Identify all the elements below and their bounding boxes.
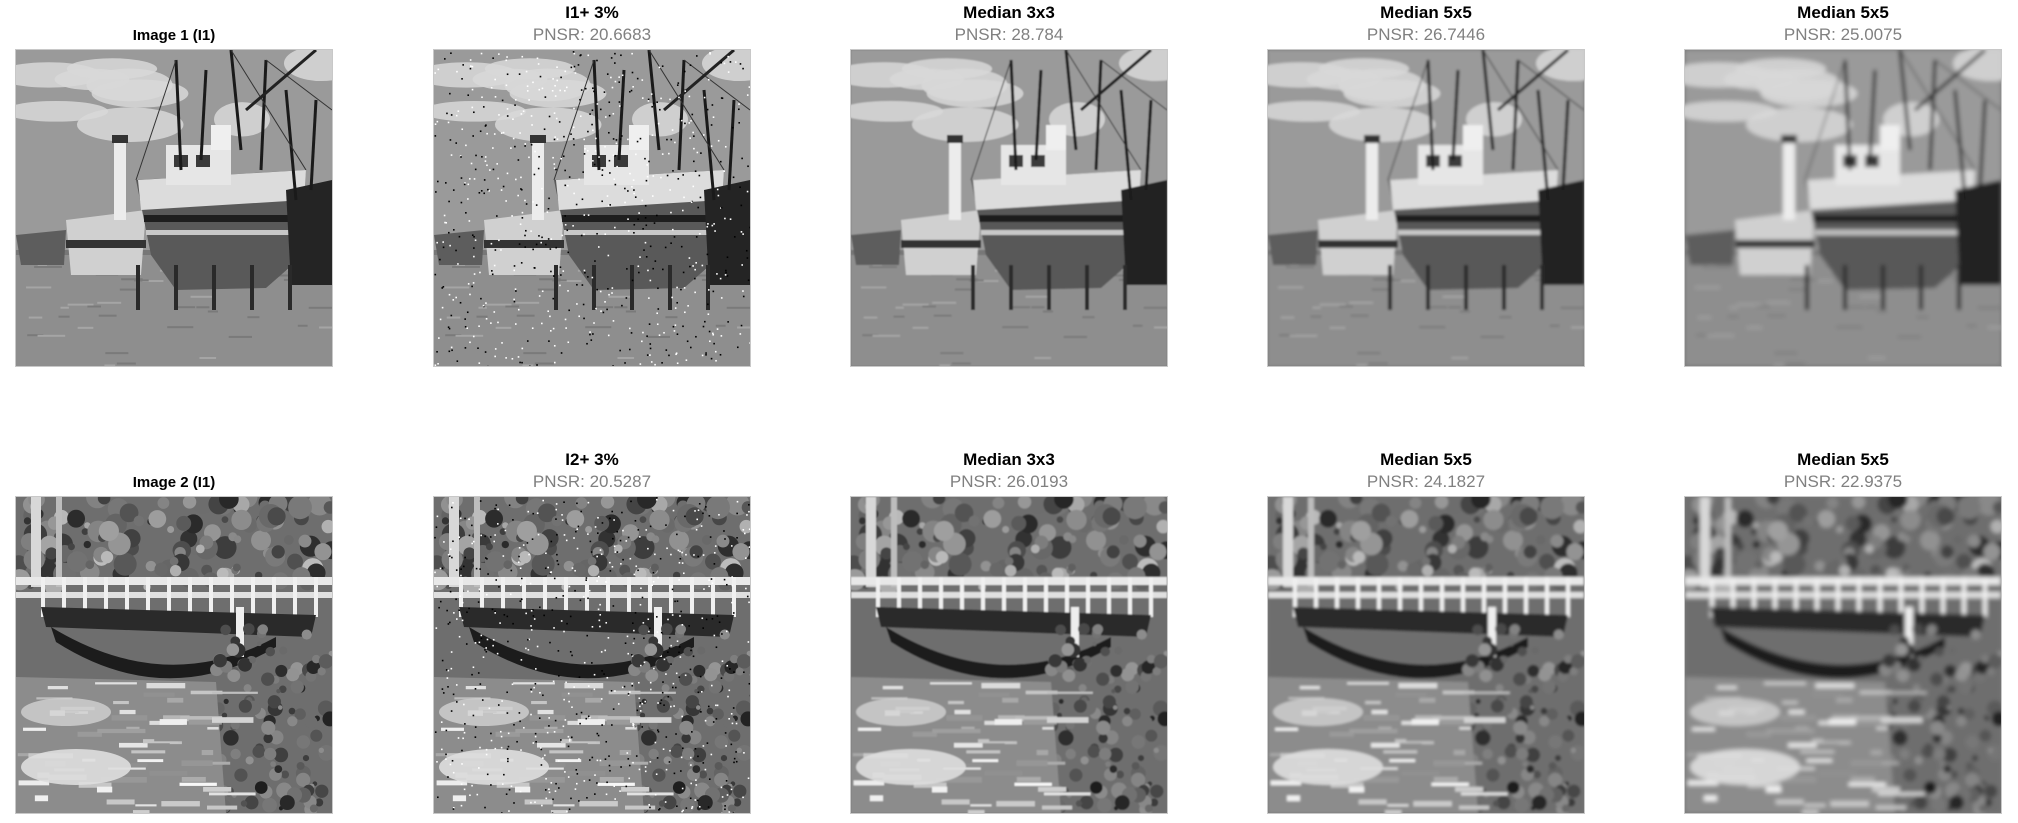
panel-psnr: PNSR: 26.0193 [949,472,1069,491]
boat-picture [16,50,332,366]
panel-psnr: PNSR: 20.5287 [532,472,652,491]
bridge-picture [851,497,1167,813]
boat-image [15,49,333,367]
bridge-picture [1268,497,1584,813]
panel-title: Median 5x5 [1797,450,1889,469]
panel-psnr: PNSR: 26.7446 [1366,25,1486,44]
bridge-picture [1685,497,2001,813]
boat-picture [434,50,750,366]
panel-title: Image 2 (I1) [132,474,216,491]
panel-psnr: PNSR: 25.0075 [1783,25,1903,44]
bridge-picture [16,497,332,813]
panel-title: Median 5x5 [1380,450,1472,469]
boat-image [1267,49,1585,367]
bridge-image [1267,496,1585,814]
boat-picture [851,50,1167,366]
bridge-picture [434,497,750,813]
panel-title: Median 5x5 [1797,3,1889,22]
boat-picture [1268,50,1584,366]
salt-pepper-noise [434,51,750,366]
panel-psnr: PNSR: 24.1827 [1366,472,1486,491]
salt-pepper-noise [434,497,750,813]
panel-title: I2+ 3% [565,450,619,469]
panel-title: Image 1 (I1) [132,27,216,44]
bridge-image [850,496,1168,814]
boat-picture [1685,50,2001,366]
panel-psnr: PNSR: 20.6683 [532,25,652,44]
bridge-image [1684,496,2002,814]
panel-psnr: PNSR: 22.9375 [1783,472,1903,491]
boat-image [850,49,1168,367]
bridge-image [15,496,333,814]
panel-title: Median 5x5 [1380,3,1472,22]
panel-title: Median 3x3 [963,3,1055,22]
panel-title: Median 3x3 [963,450,1055,469]
boat-image [1684,49,2002,367]
panel-title: I1+ 3% [565,3,619,22]
bridge-image [433,496,751,814]
boat-image [433,49,751,367]
panel-psnr: PNSR: 28.784 [954,25,1064,44]
